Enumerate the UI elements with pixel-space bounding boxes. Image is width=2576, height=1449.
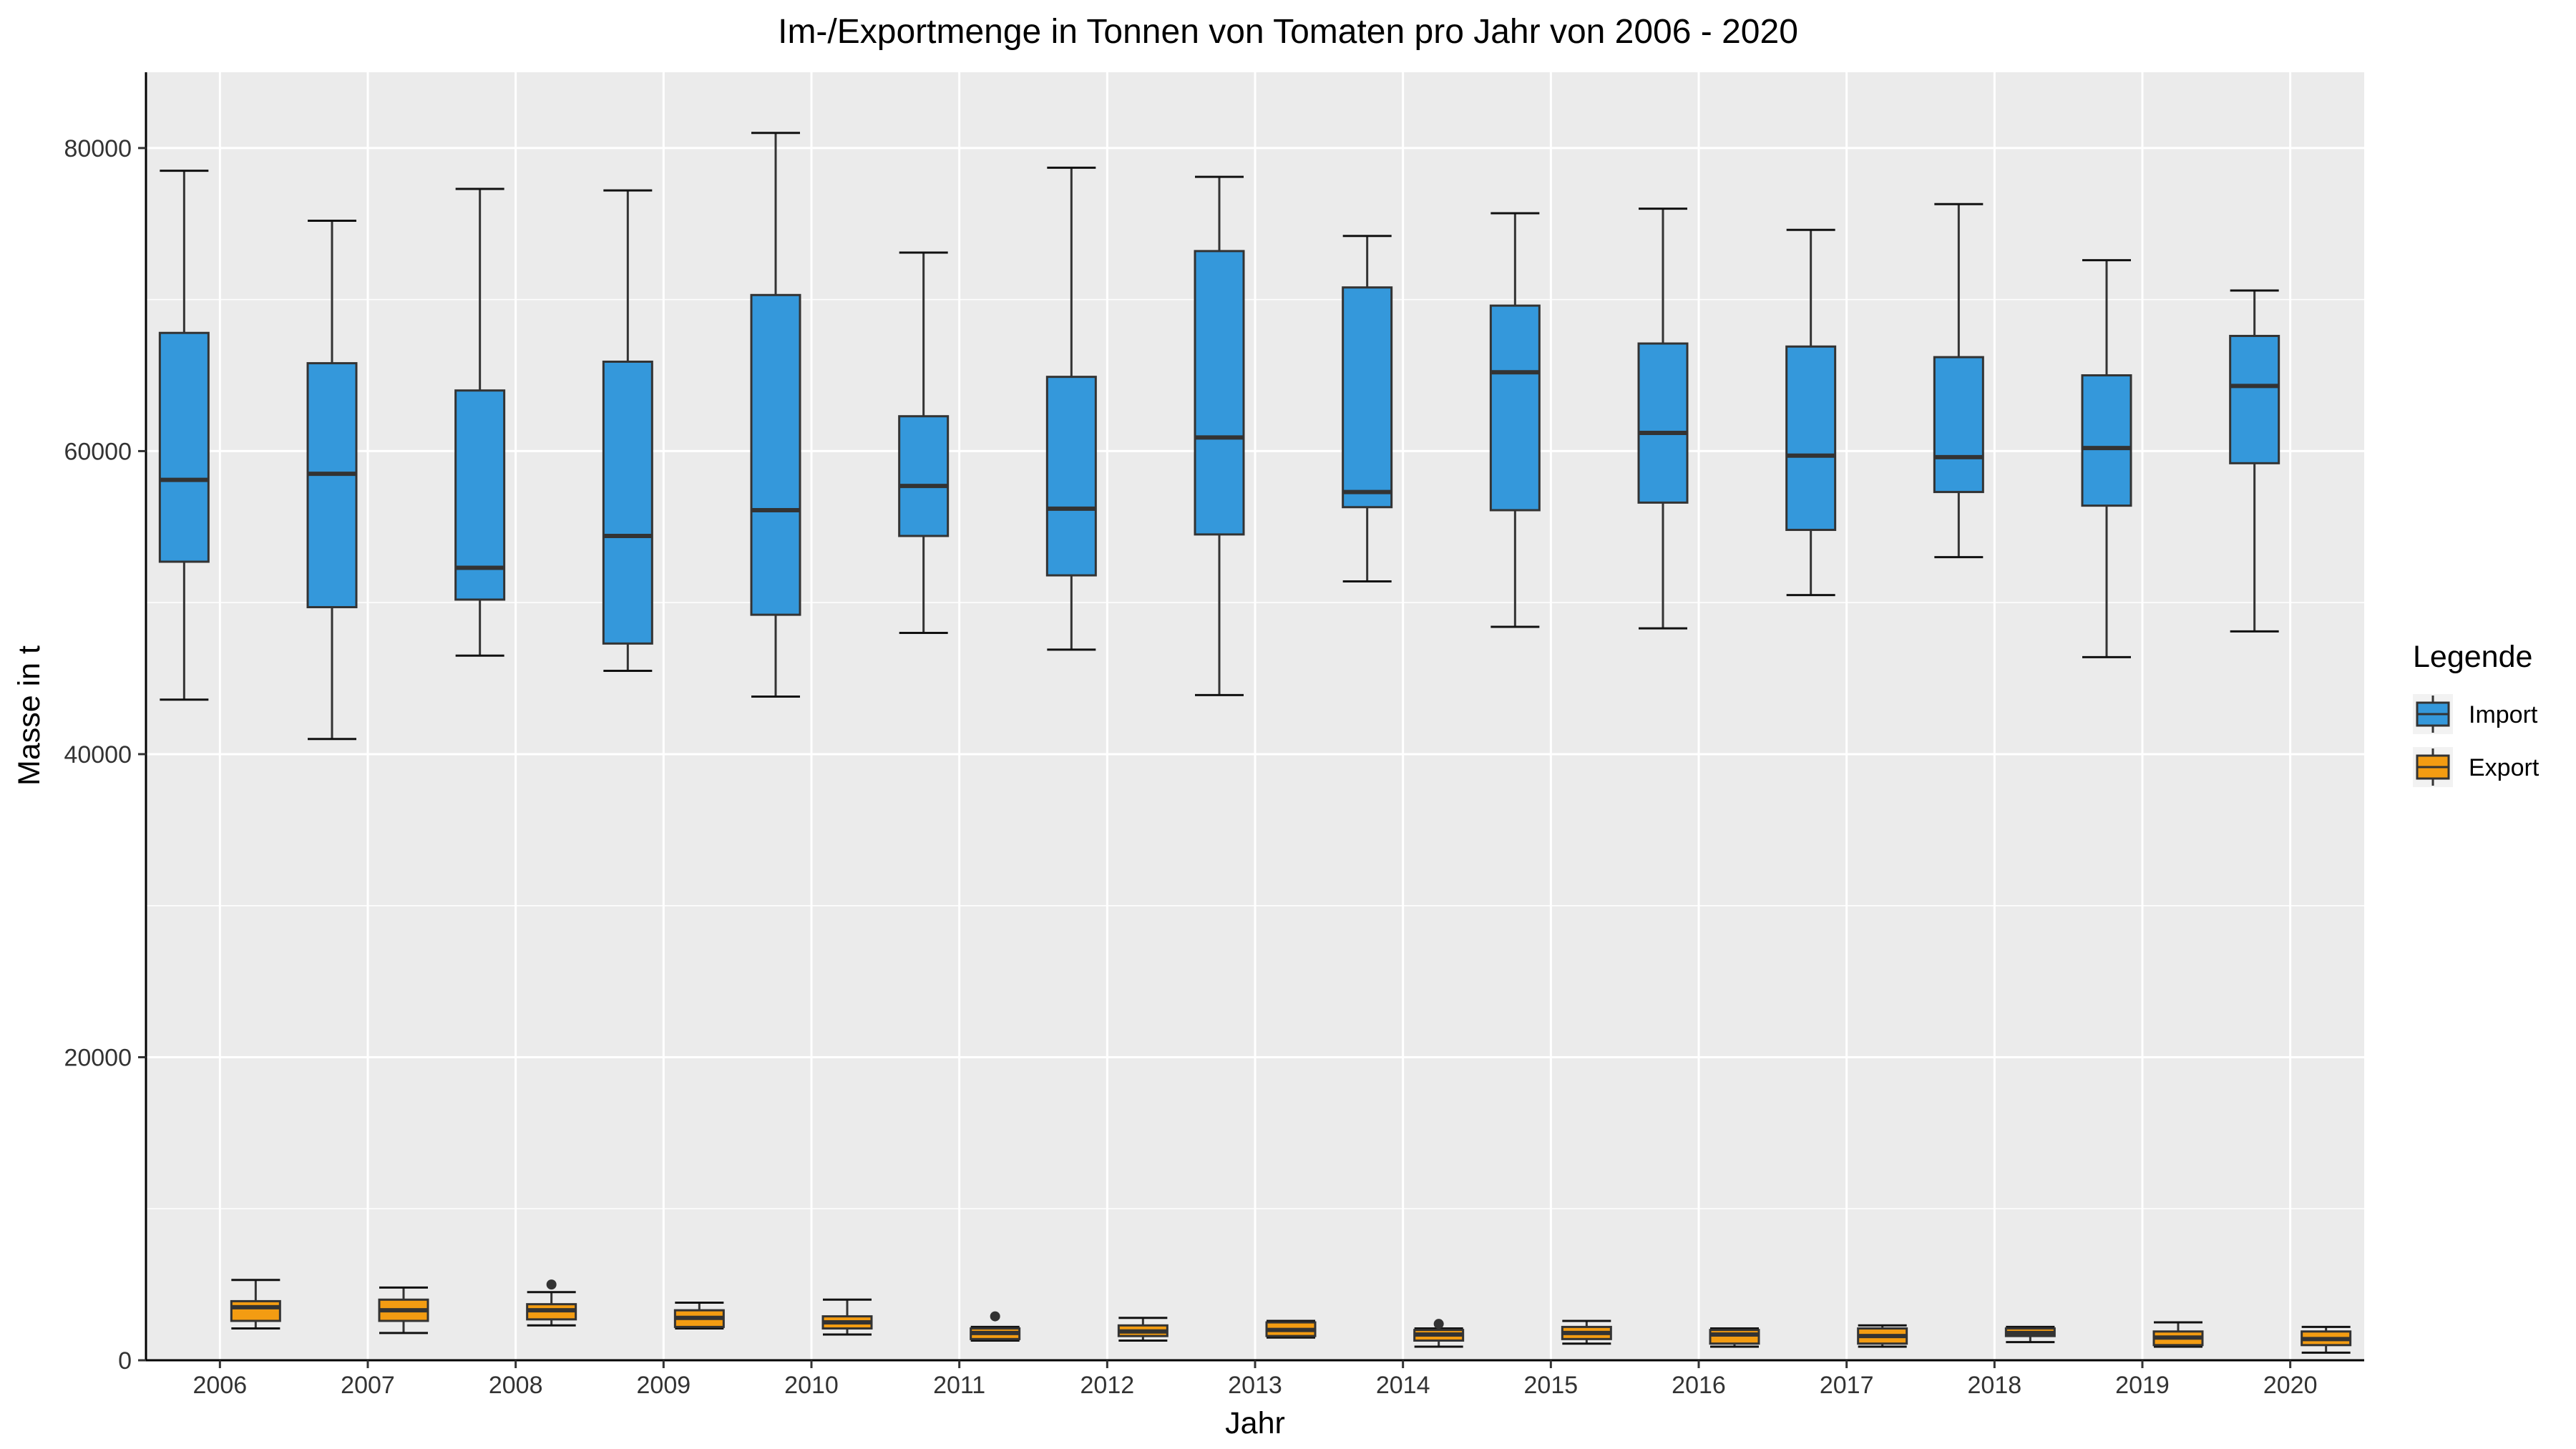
box-import-2015 [1489, 212, 1541, 628]
y-tick-label: 80000 [64, 135, 132, 162]
box-export-2014 [1413, 1319, 1465, 1348]
legend: Legende Import Export [2413, 640, 2540, 787]
outlier-point [546, 1279, 557, 1290]
box-body [1489, 304, 1541, 512]
box-export-2020 [2301, 1325, 2352, 1354]
x-tick-label: 2018 [1968, 1372, 2022, 1399]
grid-lines [146, 72, 2364, 1362]
box-import-2019 [2081, 259, 2132, 658]
box-import-2006 [158, 170, 210, 701]
legend-label: Import [2469, 701, 2538, 728]
box-import-2011 [898, 251, 950, 635]
legend-item-import: Import [2413, 694, 2538, 734]
box-import-2012 [1045, 166, 1097, 651]
x-tick-label: 2015 [1524, 1372, 1579, 1399]
box-body [602, 360, 653, 645]
box-body [1637, 342, 1689, 504]
box-export-2016 [1709, 1327, 1760, 1348]
box-import-2016 [1637, 208, 1689, 630]
box-export-2012 [1117, 1317, 1169, 1342]
y-tick-label: 0 [118, 1347, 132, 1375]
box-groups [158, 132, 2352, 1354]
box-export-2013 [1265, 1319, 1317, 1339]
box-body [158, 331, 210, 563]
x-tick-label: 2008 [489, 1372, 543, 1399]
y-tick-label: 40000 [64, 741, 132, 769]
box-body [1785, 345, 1837, 532]
x-tick-label: 2016 [1672, 1372, 1726, 1399]
box-export-2011 [970, 1311, 1021, 1342]
x-tick-label: 2020 [2263, 1372, 2318, 1399]
x-tick-label: 2013 [1228, 1372, 1282, 1399]
box-export-2007 [378, 1286, 429, 1335]
box-import-2009 [602, 189, 653, 672]
x-tick-label: 2009 [637, 1372, 691, 1399]
x-axis-title: Jahr [1225, 1406, 1285, 1440]
box-export-2018 [2004, 1325, 2056, 1344]
legend-label: Export [2469, 754, 2540, 781]
box-body [2081, 374, 2132, 507]
x-tick-label: 2011 [933, 1372, 985, 1399]
box-export-2008 [526, 1279, 577, 1327]
box-body [898, 415, 950, 537]
y-axis-title: Masse in t [12, 645, 47, 786]
outlier-point [990, 1311, 1000, 1322]
box-body [1194, 250, 1245, 536]
box-import-2014 [1342, 235, 1393, 583]
box-import-2010 [750, 132, 801, 698]
box-import-2007 [306, 220, 358, 741]
outlier-point [1433, 1319, 1444, 1330]
legend-item-export: Export [2413, 747, 2540, 787]
box-import-2013 [1194, 175, 1245, 696]
x-tick-label: 2006 [193, 1372, 248, 1399]
box-body [454, 389, 506, 601]
box-body [750, 293, 801, 616]
box-import-2008 [454, 187, 506, 657]
box-body [1342, 286, 1393, 509]
box-export-2015 [1561, 1319, 1612, 1345]
y-tick-label: 60000 [64, 438, 132, 465]
box-import-2020 [2229, 289, 2280, 633]
box-export-2019 [2152, 1321, 2204, 1348]
box-export-2017 [1857, 1324, 1908, 1348]
tick-labels: 0 20000 40000 60000 80000 2006 2007 2008 2009 201… [64, 135, 2317, 1399]
y-tick-label: 20000 [64, 1044, 132, 1071]
x-tick-label: 2010 [784, 1372, 839, 1399]
box-export-2009 [673, 1302, 725, 1330]
box-import-2018 [1933, 203, 1984, 559]
box-body [1933, 356, 1984, 494]
box-body [1709, 1329, 1760, 1345]
x-tick-label: 2012 [1080, 1372, 1135, 1399]
box-body [306, 362, 358, 609]
x-tick-label: 2019 [2115, 1372, 2170, 1399]
box-body [2229, 334, 2280, 464]
box-import-2017 [1785, 228, 1837, 597]
x-tick-label: 2017 [1820, 1372, 1874, 1399]
box-body [230, 1299, 281, 1322]
box-body [1045, 376, 1097, 577]
x-tick-label: 2014 [1376, 1372, 1430, 1399]
box-export-2010 [821, 1298, 873, 1336]
chart-title: Im-/Exportmenge in Tonnen von Tomaten pr… [778, 13, 1798, 51]
box-export-2006 [230, 1279, 281, 1330]
legend-title: Legende [2413, 640, 2532, 674]
x-tick-label: 2007 [341, 1372, 395, 1399]
